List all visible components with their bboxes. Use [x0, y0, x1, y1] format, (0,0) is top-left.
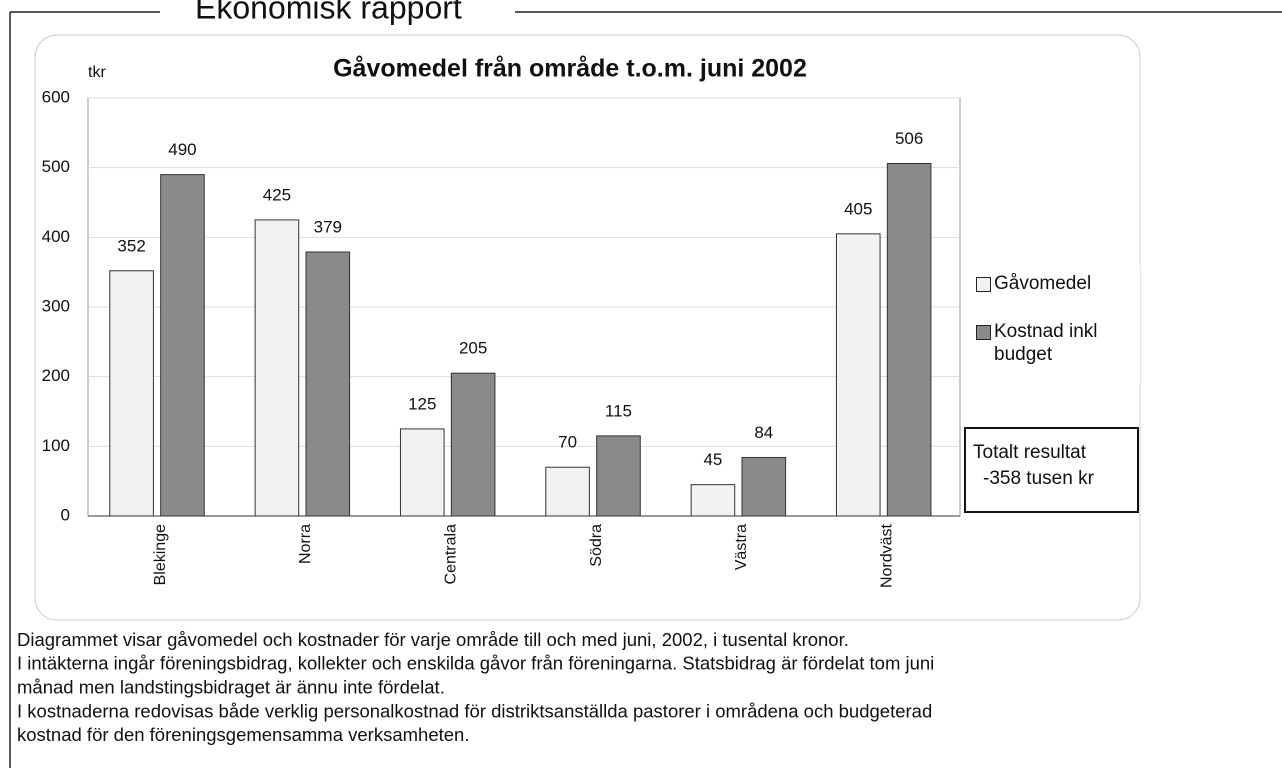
data-label: 425: [263, 185, 291, 204]
x-tick-label: Norra: [297, 524, 314, 564]
x-tick-label: Södra: [588, 524, 605, 567]
legend-swatch: [976, 325, 991, 340]
bar: [109, 270, 154, 517]
chart-title: Gåvomedel från område t.o.m. juni 2002: [333, 55, 807, 83]
legend-label: Gåvomedel: [994, 273, 1092, 294]
y-tick-label: 500: [42, 157, 70, 176]
y-tick-label: 200: [42, 366, 70, 385]
annotation: -358 tusen kr: [983, 468, 1095, 489]
legend-label: Kostnad inkl budget: [994, 321, 1098, 365]
bar: [690, 484, 736, 517]
bar: [835, 233, 881, 517]
y-tick-label: 0: [61, 505, 70, 524]
data-label: 125: [408, 394, 436, 413]
legend-swatch: [976, 277, 991, 292]
body-text: I kostnaderna redovisas både verklig per…: [17, 700, 932, 721]
data-label: 405: [844, 199, 872, 218]
bar: [160, 174, 205, 517]
bar: [450, 372, 496, 517]
bar: [399, 428, 445, 517]
annotation-box: [964, 427, 1139, 513]
bar: [741, 456, 787, 517]
x-tick-label: Blekinge: [152, 524, 169, 585]
data-label: 115: [605, 401, 632, 420]
y-tick-label: 600: [42, 87, 70, 106]
data-label: 506: [895, 129, 923, 148]
y-axis-label: tkr: [88, 64, 106, 81]
bar: [254, 219, 300, 517]
body-text: Diagrammet visar gåvomedel och kostnader…: [17, 629, 849, 650]
legend-item: Kostnad inkl budget: [976, 320, 1126, 366]
legend-item: Gåvomedel: [976, 272, 1126, 295]
data-label: 45: [703, 450, 722, 469]
header-title: Ekonomisk rapport: [195, 0, 462, 25]
y-tick-label: 400: [42, 227, 70, 246]
x-tick-label: Centrala: [443, 524, 460, 585]
bar: [545, 466, 590, 517]
data-label: 379: [314, 217, 342, 236]
annotation: Totalt resultat: [973, 442, 1087, 463]
data-label: 205: [459, 339, 487, 358]
data-label: 70: [558, 433, 577, 452]
data-label: 490: [168, 140, 196, 159]
body-text: kostnad för den föreningsgemensamma verk…: [17, 724, 469, 745]
y-tick-label: 100: [42, 436, 70, 455]
data-label: 84: [754, 423, 773, 442]
body-text: I intäkterna ingår föreningsbidrag, koll…: [17, 653, 934, 674]
data-label: 352: [117, 236, 145, 255]
body-text: månad men landstingsbidraget är ännu int…: [17, 676, 445, 697]
bar: [886, 162, 932, 517]
y-tick-label: 300: [42, 296, 70, 315]
x-tick-label: Västra: [733, 524, 750, 570]
bar: [305, 251, 351, 517]
bar: [596, 435, 641, 517]
x-tick-label: Nordväst: [879, 523, 896, 588]
legend-area: [962, 265, 1140, 385]
